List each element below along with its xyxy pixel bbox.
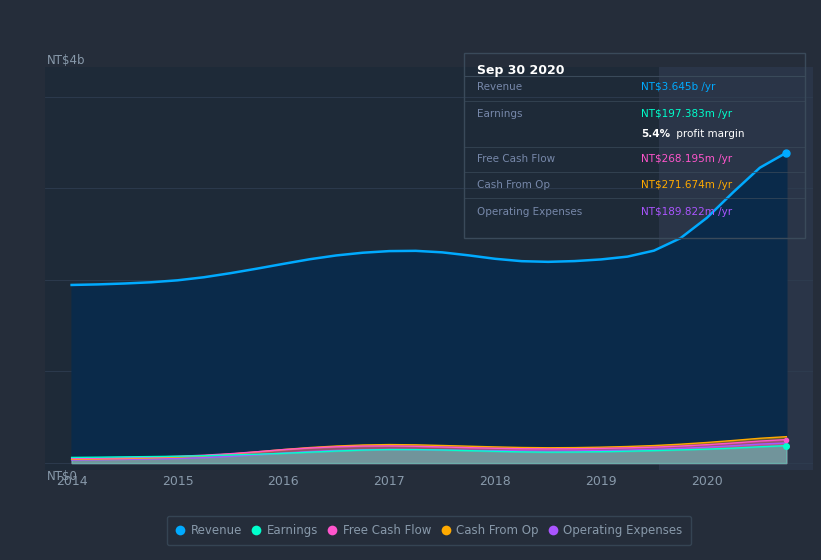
Text: 5.4%: 5.4%	[641, 129, 670, 139]
Text: Earnings: Earnings	[478, 109, 523, 119]
Text: NT$3.645b /yr: NT$3.645b /yr	[641, 82, 715, 92]
Text: NT$189.822m /yr: NT$189.822m /yr	[641, 207, 732, 217]
Text: NT$4b: NT$4b	[47, 54, 85, 67]
Text: Revenue: Revenue	[478, 82, 523, 92]
Text: NT$271.674m /yr: NT$271.674m /yr	[641, 180, 732, 190]
Text: Cash From Op: Cash From Op	[478, 180, 551, 190]
Text: Operating Expenses: Operating Expenses	[478, 207, 583, 217]
Text: NT$197.383m /yr: NT$197.383m /yr	[641, 109, 732, 119]
Text: Free Cash Flow: Free Cash Flow	[478, 154, 556, 164]
Bar	[659, 67, 813, 470]
Text: profit margin: profit margin	[673, 129, 745, 139]
Legend: Revenue, Earnings, Free Cash Flow, Cash From Op, Operating Expenses: Revenue, Earnings, Free Cash Flow, Cash …	[167, 516, 691, 545]
Text: NT$0: NT$0	[47, 470, 77, 483]
Text: Sep 30 2020: Sep 30 2020	[478, 64, 565, 77]
Text: NT$268.195m /yr: NT$268.195m /yr	[641, 154, 732, 164]
